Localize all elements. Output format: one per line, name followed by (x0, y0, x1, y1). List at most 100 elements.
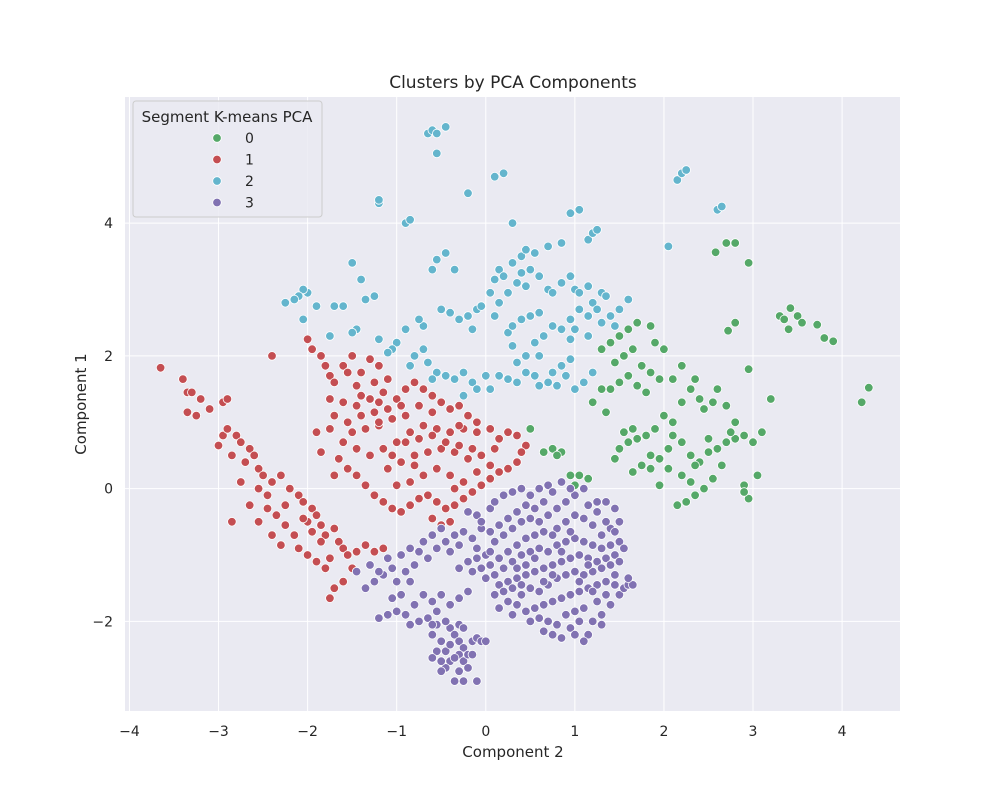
data-point (601, 517, 611, 527)
data-point (565, 483, 576, 494)
data-point (329, 523, 340, 534)
legend-items: 0 1 2 3 (212, 131, 254, 212)
data-point (663, 241, 674, 252)
data-point (507, 556, 518, 567)
data-point (476, 301, 487, 311)
data-point (503, 513, 513, 524)
data-point (543, 547, 553, 557)
data-point (605, 600, 616, 610)
data-point (556, 278, 567, 288)
data-point (423, 447, 433, 457)
data-point (512, 540, 522, 550)
data-point (325, 371, 335, 381)
data-point (343, 367, 353, 378)
data-point (512, 278, 522, 288)
data-point (525, 311, 536, 321)
data-point (539, 600, 549, 610)
data-point (507, 610, 518, 620)
data-point (681, 497, 691, 507)
data-point (485, 424, 495, 434)
data-point (383, 610, 393, 620)
data-point (409, 450, 420, 461)
data-point (539, 497, 549, 507)
data-point (369, 547, 380, 557)
data-point (552, 503, 562, 514)
data-point (748, 437, 758, 447)
data-point (298, 284, 308, 295)
data-point (458, 367, 469, 378)
data-point (610, 357, 620, 368)
data-point (485, 547, 495, 557)
data-point (369, 377, 380, 388)
data-point (498, 563, 509, 574)
data-point (592, 596, 602, 607)
data-point (383, 347, 393, 358)
data-point (374, 334, 384, 345)
data-point (432, 367, 442, 378)
data-point (360, 294, 371, 305)
data-point (458, 643, 469, 653)
data-point (414, 434, 424, 444)
data-point (351, 566, 362, 577)
legend-title: Segment K-means PCA (142, 108, 314, 126)
data-point (436, 444, 446, 454)
data-point (405, 215, 415, 225)
data-point (244, 444, 255, 454)
data-point (338, 543, 348, 554)
data-point (547, 570, 558, 580)
data-point (481, 636, 491, 647)
data-point (596, 384, 607, 394)
data-point (614, 444, 625, 454)
data-point (610, 580, 620, 590)
data-point (494, 298, 504, 308)
data-point (547, 321, 558, 331)
data-point (530, 248, 540, 258)
data-point (360, 480, 371, 491)
data-point (592, 304, 602, 315)
data-point (574, 205, 585, 215)
x-axis-ticks: −4 −3 −2 −1 0 1 2 3 4 (119, 724, 847, 740)
data-point (485, 527, 495, 537)
data-point (547, 630, 558, 640)
data-point (320, 563, 331, 574)
data-point (588, 367, 598, 378)
data-point (583, 311, 593, 321)
data-point (583, 474, 593, 484)
data-point (236, 437, 246, 447)
data-point (592, 497, 602, 507)
data-point (574, 576, 585, 587)
data-point (204, 404, 215, 414)
data-point (574, 550, 585, 560)
data-point (396, 457, 406, 467)
data-point (561, 570, 571, 580)
data-point (311, 510, 322, 520)
data-point (298, 497, 308, 507)
data-point (267, 351, 277, 361)
data-point (449, 374, 460, 384)
data-point (521, 606, 531, 617)
data-point (712, 384, 723, 394)
data-point (271, 510, 282, 520)
data-point (570, 606, 580, 617)
data-point (463, 454, 473, 464)
data-point (708, 474, 718, 484)
data-point (686, 477, 696, 487)
data-point (503, 427, 513, 437)
data-point (441, 616, 451, 627)
legend-label: 2 (245, 174, 254, 190)
data-point (494, 603, 504, 613)
data-point (334, 454, 344, 464)
data-point (240, 457, 251, 467)
data-point (387, 563, 397, 574)
data-point (458, 676, 469, 686)
data-point (547, 530, 558, 540)
data-point (285, 483, 295, 494)
data-point (365, 354, 375, 364)
data-point (561, 371, 571, 381)
data-point (476, 480, 487, 491)
data-point (294, 490, 304, 501)
data-point (601, 576, 611, 587)
data-point (525, 490, 536, 501)
data-point (311, 301, 322, 311)
data-point (329, 377, 340, 388)
